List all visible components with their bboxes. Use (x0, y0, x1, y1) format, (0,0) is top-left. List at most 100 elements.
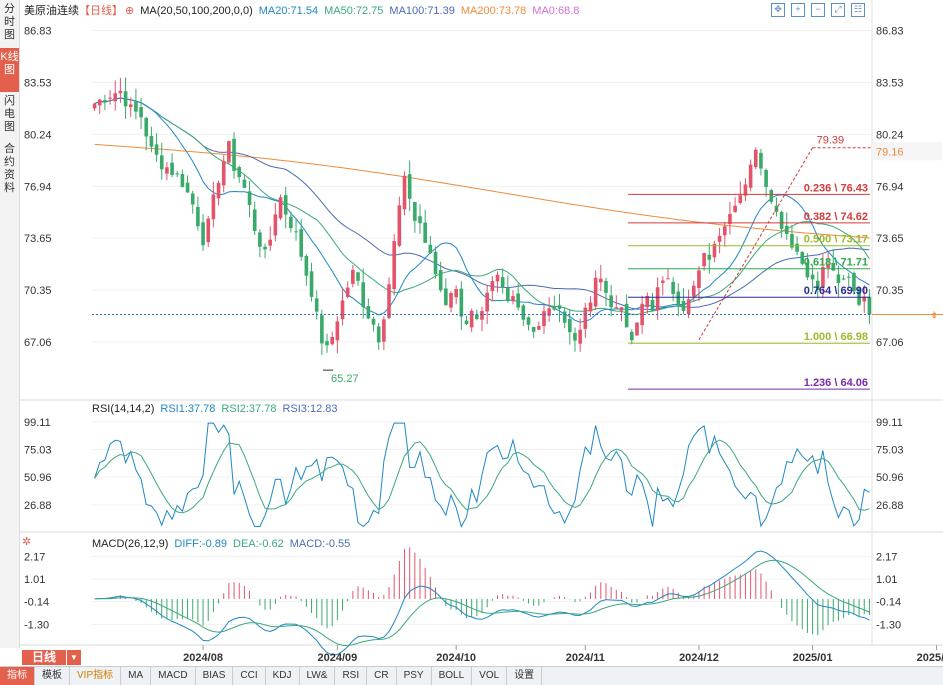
macd-label: MACD(26,12,9) (92, 538, 169, 550)
sidebar-item-contract[interactable]: 合约资料 (4, 143, 15, 194)
rsi-tick-label-right: 75.03 (876, 444, 904, 456)
candle-body (604, 281, 608, 293)
candle-body (428, 244, 433, 254)
period-button[interactable]: 日线 (22, 650, 66, 665)
candle-body (702, 252, 706, 267)
period-dropdown-icon[interactable]: ▼ (66, 650, 81, 665)
candle-body (707, 254, 712, 260)
chart-toolbar: ✥ + − ⤢ ☷ (771, 3, 865, 17)
tab-psy[interactable]: PSY (397, 667, 432, 685)
candle-body (180, 174, 185, 188)
candle-body (351, 269, 355, 284)
tab-boll[interactable]: BOLL (432, 667, 473, 685)
candle-body (108, 97, 112, 99)
y-tick-label-right: 70.35 (876, 285, 904, 297)
rsi-tick-label-right: 26.88 (876, 500, 904, 512)
candle-body (485, 292, 489, 312)
candle-body (862, 296, 867, 302)
candle-body (666, 278, 670, 280)
candle-body (609, 295, 613, 308)
macd-tick-label-right: 1.01 (876, 574, 897, 586)
candle-body (190, 193, 195, 205)
tab-rsi[interactable]: RSI (335, 667, 368, 685)
candle-body (221, 160, 226, 186)
sidebar-item-kline[interactable]: K线图 (0, 48, 19, 92)
tab-indicators[interactable]: 指标 (0, 667, 35, 685)
candle-body (691, 285, 696, 297)
tab-lw[interactable]: LW& (300, 667, 336, 685)
ma0-value: MA0:68.8 (532, 5, 580, 17)
candle-body (361, 282, 365, 308)
view-sidebar: 分时图 K线图 闪电图 合约资料 (0, 0, 20, 648)
candle-body (237, 167, 242, 178)
zoom-out-icon[interactable]: − (811, 3, 825, 17)
tab-vip-indicators[interactable]: VIP指标 (70, 667, 122, 685)
candle-body (113, 93, 118, 102)
macd-panel: 2.17 2.17 1.01 1.01 -0.14 -0.14 -1.30 -1.30 (24, 547, 901, 656)
chart-canvas[interactable]: 0.236 \ 76.43 0.382 \ 74.62 0.500 \ 73.17 0… (0, 0, 943, 666)
candle-body (795, 243, 799, 252)
candle-body (526, 317, 531, 325)
macd-tick-label-left: 2.17 (24, 551, 45, 563)
candle-body (645, 295, 650, 308)
candle-body (371, 318, 376, 325)
candle-body (475, 314, 479, 319)
candle-body (722, 226, 727, 236)
macd-settings-icon[interactable]: ✲ (22, 536, 32, 548)
macd-tick-label-right: -1.30 (876, 619, 901, 631)
add-icon[interactable]: ⊕ (125, 5, 135, 17)
sidebar-item-flash[interactable]: 闪电图 (4, 95, 15, 133)
move-icon[interactable]: ✥ (771, 3, 785, 17)
candle-body (599, 278, 603, 283)
settings-icon[interactable]: ☷ (851, 3, 865, 17)
macd-tick-label-right: -0.14 (876, 597, 901, 609)
candle-body (165, 167, 169, 174)
low-price-label: 65.27 (331, 373, 359, 385)
sidebar-item-timeshare[interactable]: 分时图 (4, 3, 15, 41)
candle-body (289, 216, 293, 229)
diff-value: DIFF:-0.89 (174, 538, 227, 550)
tab-ma[interactable]: MA (121, 667, 152, 685)
candle-body (325, 341, 329, 346)
candle-body (314, 298, 319, 312)
tab-vol[interactable]: VOL (472, 667, 508, 685)
tab-templates[interactable]: 模板 (35, 667, 70, 685)
candle-body (335, 321, 340, 341)
zoom-in-icon[interactable]: + (791, 3, 805, 17)
candle-body (433, 251, 438, 275)
tab-bias[interactable]: BIAS (196, 667, 234, 685)
period-tag: 【日线】 (79, 5, 123, 17)
candle-body (655, 287, 660, 311)
candle-body (841, 278, 846, 280)
y-tick-label-right: 76.94 (876, 181, 904, 193)
macd-tick-label-left: -1.30 (24, 619, 49, 631)
fit-icon[interactable]: ⤢ (831, 3, 845, 17)
candle-body (304, 255, 309, 276)
candle-body (619, 307, 624, 311)
macd-header: MACD(26,12,9) DIFF:-0.89 DEA:-0.62 MACD:-0.… (92, 538, 356, 550)
candle-body (283, 195, 288, 215)
candle-body (206, 218, 211, 243)
x-tick-label: 2024/12 (679, 652, 719, 664)
rsi-panel: 99.11 99.11 75.03 75.03 50.96 50.96 26.88 26.88 (24, 417, 904, 528)
ma20-value: MA20:71.54 (258, 5, 319, 17)
ma0-marker-box (872, 142, 942, 161)
tab-cr[interactable]: CR (367, 667, 397, 685)
candle-body (118, 90, 123, 94)
tab-settings[interactable]: 设置 (507, 667, 543, 685)
y-tick-label-left: 73.65 (24, 233, 52, 245)
fib-level-label: 1.236 \ 64.06 (804, 377, 868, 389)
price-axis: 86.83 86.83 83.53 83.53 80.24 80.24 76.94 76.94… (24, 26, 904, 349)
candle-body (366, 306, 371, 319)
candle-body (717, 235, 722, 242)
candle-body (738, 195, 743, 204)
tab-kdj[interactable]: KDJ (266, 667, 300, 685)
candle-body (728, 213, 732, 224)
rsi-tick-label-right: 50.96 (876, 472, 904, 484)
tab-macd[interactable]: MACD (151, 667, 196, 685)
tab-cci[interactable]: CCI (233, 667, 266, 685)
candle-body (397, 205, 402, 246)
candle-body (815, 280, 820, 291)
candle-body (681, 300, 686, 312)
candle-body (846, 276, 851, 278)
